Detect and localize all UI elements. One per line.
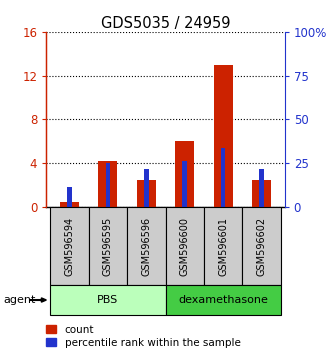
Bar xyxy=(175,141,194,207)
Bar xyxy=(89,207,127,285)
Bar xyxy=(137,180,156,207)
Bar xyxy=(213,65,233,207)
Text: agent: agent xyxy=(3,295,36,305)
Bar xyxy=(166,285,281,315)
Bar xyxy=(60,202,79,207)
Bar xyxy=(166,207,204,285)
Legend: count, percentile rank within the sample: count, percentile rank within the sample xyxy=(45,324,242,349)
Text: GSM596600: GSM596600 xyxy=(180,217,190,275)
Text: dexamethasone: dexamethasone xyxy=(178,295,268,305)
Bar xyxy=(182,161,187,207)
Bar xyxy=(98,161,118,207)
Text: GSM596594: GSM596594 xyxy=(65,216,74,276)
Title: GDS5035 / 24959: GDS5035 / 24959 xyxy=(101,16,230,31)
Bar xyxy=(259,169,264,207)
Bar xyxy=(144,170,149,207)
Text: GSM596602: GSM596602 xyxy=(257,216,266,276)
Bar xyxy=(204,207,242,285)
Bar xyxy=(67,187,72,207)
Bar xyxy=(127,207,166,285)
Bar xyxy=(50,285,166,315)
Bar xyxy=(252,180,271,207)
Text: PBS: PBS xyxy=(97,295,118,305)
Text: GSM596595: GSM596595 xyxy=(103,216,113,276)
Bar xyxy=(221,148,225,207)
Bar xyxy=(106,163,110,207)
Bar xyxy=(50,207,89,285)
Text: GSM596596: GSM596596 xyxy=(141,216,151,276)
Text: GSM596601: GSM596601 xyxy=(218,217,228,275)
Bar xyxy=(242,207,281,285)
